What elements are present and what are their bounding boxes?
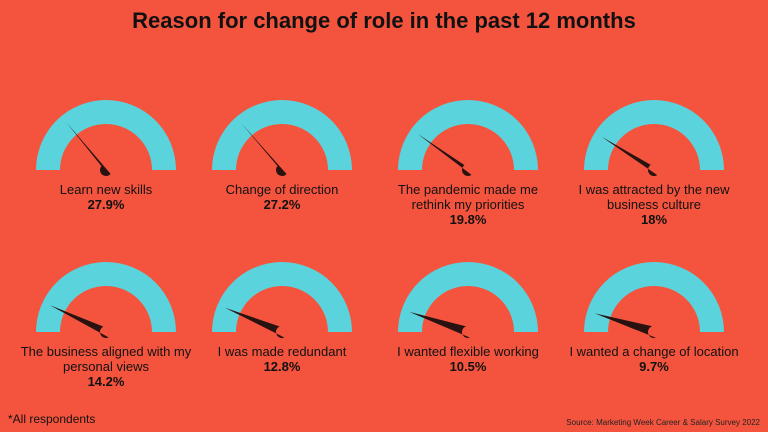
gauge-arc [584, 262, 724, 332]
gauge-arc [584, 100, 724, 170]
gauge-label-text: The business aligned with my personal vi… [20, 344, 192, 374]
gauge-value: 27.2% [263, 197, 301, 212]
gauge-label-text: Change of direction [225, 182, 339, 197]
gauge-label: The pandemic made me rethink my prioriti… [378, 182, 558, 227]
gauge: Change of direction 27.2% [212, 98, 352, 248]
gauge-svg [398, 100, 538, 176]
gauge-label: Learn new skills 27.9% [16, 182, 196, 212]
gauge-needle [409, 311, 470, 338]
gauge-value: 12.8% [263, 359, 301, 374]
gauge-svg [584, 262, 724, 338]
gauge-value: 27.9% [87, 197, 125, 212]
gauge: I was made redundant 12.8% [212, 260, 352, 410]
gauge-label-text: Learn new skills [59, 182, 153, 197]
gauge-arc [212, 262, 352, 332]
gauge-arc [36, 262, 176, 332]
gauge-needle [601, 136, 658, 176]
gauge-needle [50, 305, 109, 338]
gauge-needle [417, 133, 472, 176]
chart-title: Reason for change of role in the past 12… [132, 8, 636, 33]
gauge-svg [398, 262, 538, 338]
gauge-needle [66, 122, 111, 176]
gauge-value: 18% [640, 212, 668, 227]
gauge-value: 10.5% [449, 359, 487, 374]
gauge-label-text: I was attracted by the new business cult… [578, 182, 730, 212]
source-note: Source: Marketing Week Career & Salary S… [566, 418, 760, 427]
gauge-label-text: I was made redundant [217, 344, 347, 359]
gauge-needle [241, 123, 287, 176]
footnote: *All respondents [8, 412, 96, 426]
gauge-svg [212, 100, 352, 176]
gauge: I wanted a change of location 9.7% [569, 260, 739, 410]
gauge-needle [224, 307, 285, 338]
gauge-label-text: I wanted flexible working [397, 344, 539, 359]
gauge: The pandemic made me rethink my prioriti… [398, 98, 538, 248]
gauge-svg [584, 100, 724, 176]
gauge-label-text: I wanted a change of location [569, 344, 739, 359]
gauge-label: I wanted flexible working 10.5% [378, 344, 558, 374]
gauge-value: 9.7% [639, 359, 669, 374]
gauge-arc [398, 100, 538, 170]
gauge: The business aligned with my personal vi… [21, 260, 191, 410]
gauge-arc [36, 100, 176, 170]
gauge-label: The business aligned with my personal vi… [16, 344, 196, 389]
gauge-label: I was attracted by the new business cult… [564, 182, 744, 227]
gauge-arc [212, 100, 352, 170]
gauge-svg [36, 262, 176, 338]
gauge-needle [594, 313, 656, 338]
gauge-label: I was made redundant 12.8% [192, 344, 372, 374]
gauge: Learn new skills 27.9% [36, 98, 176, 248]
gauge-svg [212, 262, 352, 338]
gauge: I wanted flexible working 10.5% [397, 260, 539, 410]
gauge-svg [36, 100, 176, 176]
gauge-value: 19.8% [449, 212, 487, 227]
gauge: I was attracted by the new business cult… [578, 98, 730, 248]
gauge-arc [398, 262, 538, 332]
gauge-label: I wanted a change of location 9.7% [564, 344, 744, 374]
gauge-value: 14.2% [87, 374, 125, 389]
gauge-label: Change of direction 27.2% [192, 182, 372, 212]
gauge-label-text: The pandemic made me rethink my prioriti… [397, 182, 539, 212]
